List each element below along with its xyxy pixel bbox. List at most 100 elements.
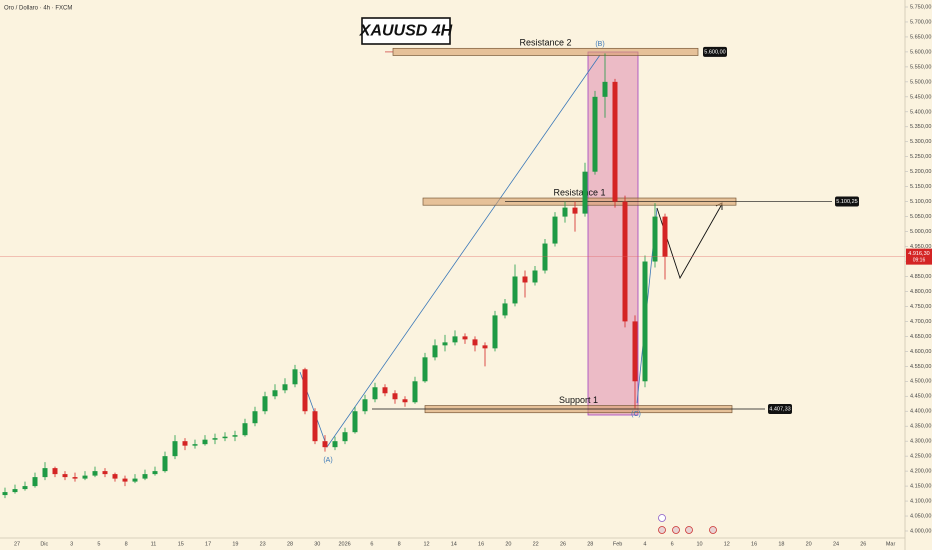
- y-tick-label: 4.050,00: [910, 513, 931, 519]
- candle-body: [442, 342, 448, 346]
- x-tick-label: 14: [451, 541, 457, 547]
- event-icon[interactable]: [658, 514, 666, 522]
- y-tick-label: 5.600,00: [910, 49, 931, 55]
- candle-body: [102, 471, 108, 475]
- y-tick-label: 5.200,00: [910, 169, 931, 175]
- x-tick-label: 8: [125, 541, 128, 547]
- x-tick-label: 15: [178, 541, 184, 547]
- candle-body: [522, 276, 528, 283]
- y-tick-label: 4.600,00: [910, 349, 931, 355]
- candle-body: [52, 468, 58, 475]
- candle-body: [292, 369, 298, 385]
- candle-body: [112, 474, 118, 479]
- y-tick-label: 5.400,00: [910, 109, 931, 115]
- candle-body: [492, 315, 498, 349]
- candle-body: [212, 438, 218, 440]
- candle-body: [312, 411, 318, 442]
- grid: [905, 6, 908, 532]
- candle-body: [402, 399, 408, 403]
- y-tick-label: 5.500,00: [910, 79, 931, 85]
- candle-body: [242, 423, 248, 436]
- candle-body: [562, 207, 568, 217]
- y-tick-label: 4.400,00: [910, 409, 931, 415]
- event-icon[interactable]: [658, 526, 666, 534]
- candle-body: [552, 216, 558, 244]
- candle-body: [462, 336, 468, 340]
- candle-body: [252, 411, 258, 424]
- candle-body: [232, 435, 238, 437]
- x-tick-label: 4: [643, 541, 646, 547]
- candle-body: [602, 81, 608, 97]
- candles: [2, 53, 668, 499]
- candle-body: [652, 216, 658, 262]
- candle-body: [82, 475, 88, 479]
- x-tick-label: 20: [806, 541, 812, 547]
- x-tick-label: Feb: [613, 541, 622, 547]
- wave-label: (C): [631, 411, 641, 418]
- candle-body: [272, 390, 278, 397]
- x-tick-label: 12: [724, 541, 730, 547]
- x-tick-label: 23: [260, 541, 266, 547]
- zone-name: Resistance 1: [553, 187, 605, 197]
- event-icon[interactable]: [709, 526, 717, 534]
- candle-body: [162, 456, 168, 472]
- chart-title: XAUUSD 4H: [359, 23, 453, 40]
- candle-body: [582, 171, 588, 214]
- last-price-tag: [906, 248, 932, 265]
- candle-body: [432, 345, 438, 358]
- zone-level-label: 5.100,25: [836, 199, 857, 205]
- candle-body: [502, 303, 508, 316]
- y-tick-label: 5.100,00: [910, 199, 931, 205]
- x-tick-label: 12: [423, 541, 429, 547]
- title-box: [361, 17, 451, 45]
- candle-body: [22, 486, 28, 490]
- candle-body: [342, 432, 348, 442]
- y-tick-label: 4.650,00: [910, 334, 931, 340]
- x-tick-label: 6: [370, 541, 373, 547]
- zone-box: [392, 47, 699, 56]
- y-tick-label: 4.950,00: [910, 244, 931, 250]
- candle-body: [612, 81, 618, 202]
- wave-label: (B): [595, 41, 604, 48]
- candle-body: [662, 216, 668, 257]
- candle-body: [92, 471, 98, 476]
- x-tick-label: Dic: [40, 541, 48, 547]
- y-tick-label: 4.800,00: [910, 289, 931, 295]
- y-tick-label: 4.500,00: [910, 379, 931, 385]
- candle-body: [42, 468, 48, 478]
- event-icon[interactable]: [672, 526, 680, 534]
- x-tick-label: 18: [778, 541, 784, 547]
- x-tick-label: 27: [14, 541, 20, 547]
- x-tick-label: 28: [287, 541, 293, 547]
- y-tick-label: 5.450,00: [910, 94, 931, 100]
- candle-body: [12, 489, 18, 493]
- candle-body: [422, 357, 428, 382]
- y-tick-label: 5.250,00: [910, 154, 931, 160]
- y-tick-label: 5.550,00: [910, 64, 931, 70]
- event-icon[interactable]: [685, 526, 693, 534]
- candle-body: [152, 471, 158, 475]
- candle-body: [352, 411, 358, 433]
- candle-body: [542, 243, 548, 271]
- x-tick-label: 16: [478, 541, 484, 547]
- symbol-header: Oro / Dollaro · 4h · FXCM: [4, 6, 72, 12]
- wave-label: (A): [323, 457, 332, 464]
- y-tick-label: 4.550,00: [910, 364, 931, 370]
- y-tick-label: 5.750,00: [910, 4, 931, 10]
- candle-body: [2, 492, 8, 496]
- zone-level-tag: [703, 46, 727, 57]
- candle-body: [192, 444, 198, 446]
- y-tick-label: 4.100,00: [910, 499, 931, 505]
- x-tick-label: 8: [398, 541, 401, 547]
- y-tick-label: 4.700,00: [910, 319, 931, 325]
- candle-body: [592, 96, 598, 172]
- zone-name: Resistance 2: [519, 38, 571, 48]
- zone-name: Support 1: [559, 395, 598, 405]
- candle-body: [182, 441, 188, 446]
- y-tick-label: 5.700,00: [910, 19, 931, 25]
- candle-body: [392, 393, 398, 400]
- zone-level-label: 5.600,00: [704, 49, 725, 55]
- x-tick-label: Mar: [886, 541, 896, 547]
- candle-body: [72, 477, 78, 479]
